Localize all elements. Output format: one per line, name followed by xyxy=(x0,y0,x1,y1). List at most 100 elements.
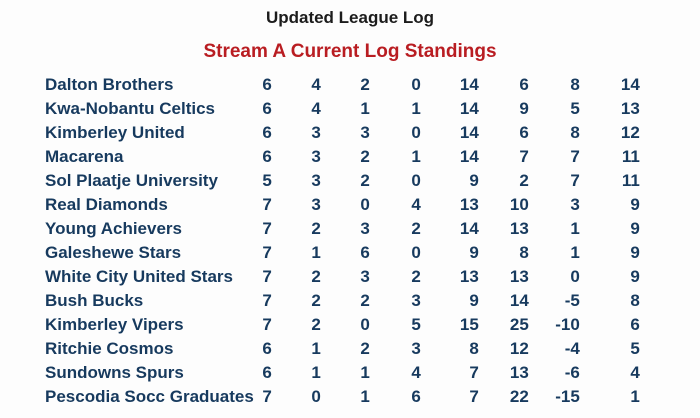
stat-cell: 9 xyxy=(630,195,640,214)
stat-cell: 22 xyxy=(509,387,529,406)
stat-cell: 14 xyxy=(459,75,479,94)
stat-cell: 5 xyxy=(570,99,580,118)
stat-cell: 9 xyxy=(630,267,640,286)
team-name: Galeshewe Stars xyxy=(45,243,182,262)
stat-cell: 13 xyxy=(620,99,640,118)
team-name: White City United Stars xyxy=(45,267,233,286)
team-name: Real Diamonds xyxy=(45,195,168,214)
stat-cell: 1 xyxy=(360,99,370,118)
stat-cell: 7 xyxy=(262,195,272,214)
page-subtitle: Stream A Current Log Standings xyxy=(203,41,497,62)
stat-cell: 12 xyxy=(509,339,529,358)
stat-cell: 8 xyxy=(519,243,529,262)
table-row: White City United Stars 7 2 3 2 13 13 0 9 xyxy=(45,265,640,289)
stat-cell: 5 xyxy=(262,171,272,190)
stat-cell: 6 xyxy=(262,339,272,358)
stat-cell: 2 xyxy=(360,339,370,358)
stat-cell: -5 xyxy=(564,291,580,310)
stat-cell: 6 xyxy=(262,99,272,118)
stat-cell: 6 xyxy=(262,75,272,94)
stat-cell: 3 xyxy=(311,171,321,190)
stat-cell: 3 xyxy=(360,267,370,286)
stat-cell: 4 xyxy=(630,363,640,382)
stat-cell: 2 xyxy=(360,171,370,190)
stat-cell: 3 xyxy=(411,339,421,358)
stat-cell: 9 xyxy=(630,243,640,262)
stat-cell: 7 xyxy=(262,267,272,286)
stat-cell: -6 xyxy=(564,363,580,382)
stat-cell: 9 xyxy=(519,99,529,118)
stat-cell: 8 xyxy=(630,291,640,310)
stat-cell: 3 xyxy=(360,123,370,142)
team-name: Young Achievers xyxy=(45,219,182,238)
stat-cell: 5 xyxy=(630,339,640,358)
stat-cell: 7 xyxy=(262,291,272,310)
stat-cell: -10 xyxy=(555,315,580,334)
stat-cell: 2 xyxy=(411,267,421,286)
table-row: Dalton Brothers 6 4 2 0 14 6 8 14 xyxy=(45,73,640,97)
stat-cell: 3 xyxy=(311,195,321,214)
stat-cell: 25 xyxy=(509,315,529,334)
stat-cell: 2 xyxy=(360,75,370,94)
stat-cell: 0 xyxy=(360,315,370,334)
stat-cell: 10 xyxy=(509,195,529,214)
table-row: Kimberley Vipers 7 2 0 5 15 25 -10 6 xyxy=(45,313,640,337)
stat-cell: 3 xyxy=(311,123,321,142)
standings-table-body: Dalton Brothers 6 4 2 0 14 6 8 14 Kwa-Nobantu Cel… xyxy=(45,73,640,409)
page-title: Updated League Log xyxy=(265,8,435,27)
stat-cell: 2 xyxy=(411,219,421,238)
table-row: Ritchie Cosmos 6 1 2 3 8 12 -4 5 xyxy=(45,337,640,361)
stat-cell: 4 xyxy=(411,195,421,214)
stat-cell: 11 xyxy=(621,147,640,166)
stat-cell: 7 xyxy=(262,387,272,406)
stat-cell: 7 xyxy=(262,243,272,262)
stat-cell: 7 xyxy=(262,315,272,334)
stat-cell: 0 xyxy=(411,243,421,262)
stat-cell: 4 xyxy=(411,363,421,382)
team-name: Macarena xyxy=(45,147,124,166)
stat-cell: 1 xyxy=(570,243,580,262)
table-row: Pescodia Socc Graduates 7 0 1 6 7 22 -15 1 xyxy=(45,385,640,409)
stat-cell: 7 xyxy=(262,219,272,238)
table-row: Kwa-Nobantu Celtics 6 4 1 1 14 9 5 13 xyxy=(45,97,640,121)
stat-cell: -15 xyxy=(555,387,580,406)
stat-cell: -4 xyxy=(564,339,580,358)
stat-cell: 1 xyxy=(311,363,321,382)
stat-cell: 2 xyxy=(519,171,529,190)
stat-cell: 0 xyxy=(411,75,421,94)
stat-cell: 9 xyxy=(469,291,479,310)
team-name: Dalton Brothers xyxy=(45,75,174,94)
stat-cell: 11 xyxy=(621,171,640,190)
stat-cell: 0 xyxy=(411,123,421,142)
stat-cell: 14 xyxy=(620,75,640,94)
stat-cell: 8 xyxy=(570,123,580,142)
stat-cell: 13 xyxy=(459,195,479,214)
stat-cell: 6 xyxy=(519,123,529,142)
stat-cell: 4 xyxy=(311,75,321,94)
stat-cell: 14 xyxy=(459,123,479,142)
stat-cell: 13 xyxy=(509,363,529,382)
standings-table: Dalton Brothers 6 4 2 0 14 6 8 14 Kwa-Nobantu Cel… xyxy=(45,73,640,409)
table-row: Macarena 6 3 2 1 14 7 7 11 xyxy=(45,145,640,169)
team-name: Ritchie Cosmos xyxy=(45,339,174,358)
stat-cell: 7 xyxy=(519,147,529,166)
stat-cell: 2 xyxy=(311,267,321,286)
stat-cell: 8 xyxy=(570,75,580,94)
stat-cell: 9 xyxy=(630,219,640,238)
table-row: Real Diamonds 7 3 0 4 13 10 3 9 xyxy=(45,193,640,217)
stat-cell: 6 xyxy=(262,147,272,166)
team-name: Kwa-Nobantu Celtics xyxy=(45,99,216,118)
stat-cell: 3 xyxy=(360,219,370,238)
stat-cell: 14 xyxy=(509,291,529,310)
stat-cell: 1 xyxy=(630,387,640,406)
stat-cell: 7 xyxy=(570,171,580,190)
stat-cell: 3 xyxy=(570,195,580,214)
stat-cell: 8 xyxy=(469,339,479,358)
stat-cell: 1 xyxy=(311,243,321,262)
stat-cell: 7 xyxy=(570,147,580,166)
stat-cell: 1 xyxy=(311,339,321,358)
stat-cell: 14 xyxy=(459,147,479,166)
stat-cell: 13 xyxy=(459,267,479,286)
team-name: Bush Bucks xyxy=(45,291,144,310)
table-row: Young Achievers 7 2 3 2 14 13 1 9 xyxy=(45,217,640,241)
